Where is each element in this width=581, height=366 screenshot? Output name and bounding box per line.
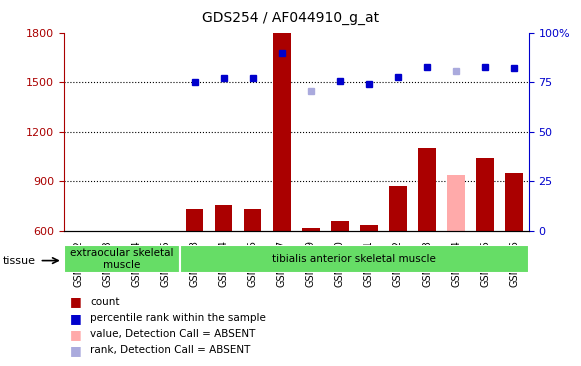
Bar	[418, 148, 436, 231]
Text: ■: ■	[70, 295, 81, 309]
Bar	[389, 186, 407, 231]
Text: rank, Detection Call = ABSENT: rank, Detection Call = ABSENT	[90, 345, 250, 355]
Bar	[180, 245, 529, 273]
Text: percentile rank within the sample: percentile rank within the sample	[90, 313, 266, 323]
Text: ■: ■	[70, 328, 81, 341]
Bar	[244, 209, 261, 231]
Bar	[64, 245, 180, 273]
Text: tissue: tissue	[3, 255, 36, 266]
Text: tibialis anterior skeletal muscle: tibialis anterior skeletal muscle	[272, 254, 436, 264]
Bar	[273, 33, 290, 231]
Text: GDS254 / AF044910_g_at: GDS254 / AF044910_g_at	[202, 11, 379, 25]
Bar	[447, 175, 465, 231]
Bar	[331, 221, 349, 231]
Bar	[186, 209, 203, 231]
Text: count: count	[90, 297, 120, 307]
Bar	[360, 225, 378, 231]
Bar	[215, 205, 232, 231]
Text: ■: ■	[70, 344, 81, 357]
Text: ■: ■	[70, 311, 81, 325]
Text: value, Detection Call = ABSENT: value, Detection Call = ABSENT	[90, 329, 256, 339]
Text: extraocular skeletal
muscle: extraocular skeletal muscle	[70, 248, 174, 270]
Bar	[505, 173, 523, 231]
Bar	[302, 228, 320, 231]
Bar	[476, 158, 494, 231]
